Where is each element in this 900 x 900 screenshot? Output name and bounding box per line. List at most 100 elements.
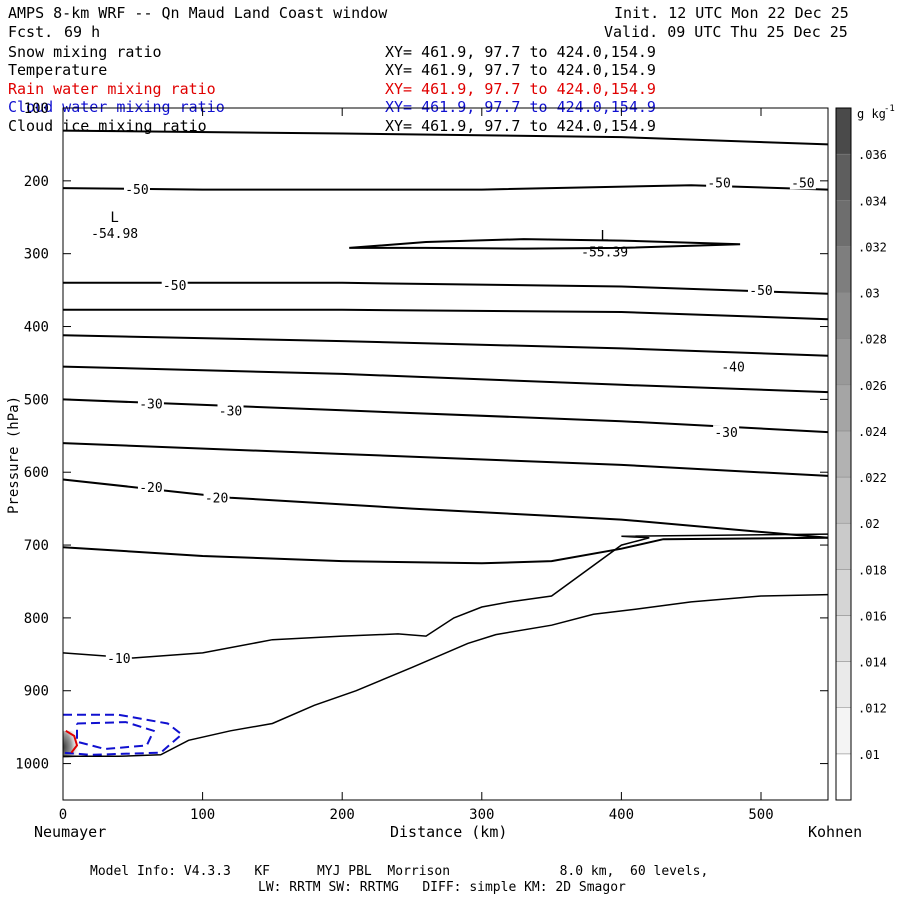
contour-label: -50 [791,176,814,191]
colorbar-swatch [835,246,852,293]
x-tick-label: 400 [609,807,634,823]
rain-water-contour [65,729,79,754]
field-snow-xy: XY= 461.9, 97.7 to 424.0,154.9 [385,43,656,61]
colorbar-frame [835,107,852,801]
temperature-contour [62,536,829,565]
cloud-water-contour [62,713,184,756]
field-cloud-water: Cloud water mixing ratio [8,98,225,116]
x-tick-label: 100 [190,807,215,823]
temperature-contour [63,281,829,295]
colorbar-label: .012 [858,702,887,716]
colorbar-label: .03 [858,287,880,301]
axes-layer: 0 100 200 300 400 500 100 200 300 400 500 600 700 800… [6,101,828,823]
x-tick-label: 500 [748,807,773,823]
temperature-contour [62,442,829,477]
colorbar-swatch [835,338,852,386]
contour-label-bg [123,181,150,196]
contour-label-bg [713,425,740,440]
contour-label-bg [203,490,230,505]
colorbar-swatch [835,522,852,570]
colorbar-swatch [835,107,852,155]
y-tick-label: 200 [24,174,49,190]
fcst-label: Fcst. [8,23,54,41]
colorbar-swatch [835,384,852,432]
temperature-contour [63,308,829,321]
field-temperature-xy: XY= 461.9, 97.7 to 424.0,154.9 [385,61,656,79]
x-left-endpoint: Neumayer [34,823,107,841]
y-tick-label: 1000 [15,757,49,773]
valid-time: Valid. 09 UTC Thu 25 Dec 25 [604,23,848,41]
y-tick-label: 400 [24,320,49,336]
contour-label-bg [105,650,132,665]
colorbar-swatch [835,661,852,708]
colorbar-swatch [835,615,852,662]
colorbar-swatch [835,569,852,616]
colorbar-label: .018 [858,563,887,577]
y-tick-label: 800 [24,611,49,627]
contour-label: -50 [707,176,730,191]
x-tick-label: 0 [59,807,67,823]
plot-frame [62,107,829,801]
contour-label: -50 [749,284,772,299]
contour-label: -30 [714,426,737,441]
contour-label: -10 [107,652,130,667]
field-snow: Snow mixing ratio [8,43,162,61]
contour-label-bg [137,479,164,494]
colorbar-label: .022 [858,471,887,485]
temperature-contour-closed [349,238,741,250]
colorbar-swatch [835,707,852,755]
colorbar-label: .02 [858,517,880,531]
colorbar-label: .034 [858,194,887,208]
contour-label: -50 [163,279,186,294]
terrain-contour [63,593,829,758]
colorbar-label: .036 [858,148,887,162]
x-tick-label: 200 [330,807,355,823]
colorbar-label: .026 [858,379,887,393]
minimum-marker: L [600,228,608,244]
temperature-contour [62,184,829,191]
contour-label: -20 [205,492,228,507]
colorbar-swatch [835,476,852,524]
y-tick-label: 900 [24,684,49,700]
contour-label: -30 [139,398,162,413]
colorbar-swatch [835,153,852,201]
field-cloud-ice-xy: XY= 461.9, 97.7 to 424.0,154.9 [385,117,656,135]
field-rain-xy: XY= 461.9, 97.7 to 424.0,154.9 [385,80,656,98]
model-info-line1: Model Info: V4.3.3 KF MYJ PBL Morrison 8… [90,864,709,879]
colorbar-swatch [835,430,852,478]
fcst-value: 69 h [64,23,101,41]
temperature-contour [62,478,829,539]
colorbar-swatch [835,753,852,801]
temperature-contour [62,533,829,659]
field-temperature: Temperature [8,61,108,79]
minimum-value: -54.98 [91,227,138,242]
plot-layer: -50 -50 -50-50 -50-40-30 -30-30-20-20-10L-54… [62,129,829,758]
contour-label-bg [720,359,747,374]
field-rain: Rain water mixing ratio [8,80,216,98]
contour-label: -20 [139,481,162,496]
colorbar-label: .032 [858,240,887,254]
x-axis-label: Distance (km) [390,823,508,841]
contour-label: -50 [125,183,148,198]
minimum-marker: L [110,210,118,226]
y-tick-label: 100 [24,101,49,117]
colorbar-label: .024 [858,425,887,439]
colorbar-label: .014 [858,656,887,670]
chart-title: AMPS 8-km WRF -- Qn Maud Land Coast wind… [8,4,388,22]
cloud-water-contour [76,721,156,751]
y-tick-label: 500 [24,392,49,408]
y-axis-label: Pressure (hPa) [6,396,22,514]
colorbar-label: .01 [858,748,880,762]
temperature-contour [62,334,829,357]
contour-label: -30 [219,404,242,419]
colorbar: .01 .012 .014 .016 .018 .02 .022 .024 .026 .028 .0… [835,104,895,801]
colorbar-label: .016 [858,609,887,623]
colorbar-swatch [835,200,852,247]
init-time: Init. 12 UTC Mon 22 Dec 25 [614,4,849,22]
contour-label-bg [137,396,164,411]
colorbar-swatch [835,292,852,339]
y-tick-label: 700 [24,538,49,554]
colorbar-label: .028 [858,333,887,347]
colorbar-unit-exp: -1 [884,104,895,114]
